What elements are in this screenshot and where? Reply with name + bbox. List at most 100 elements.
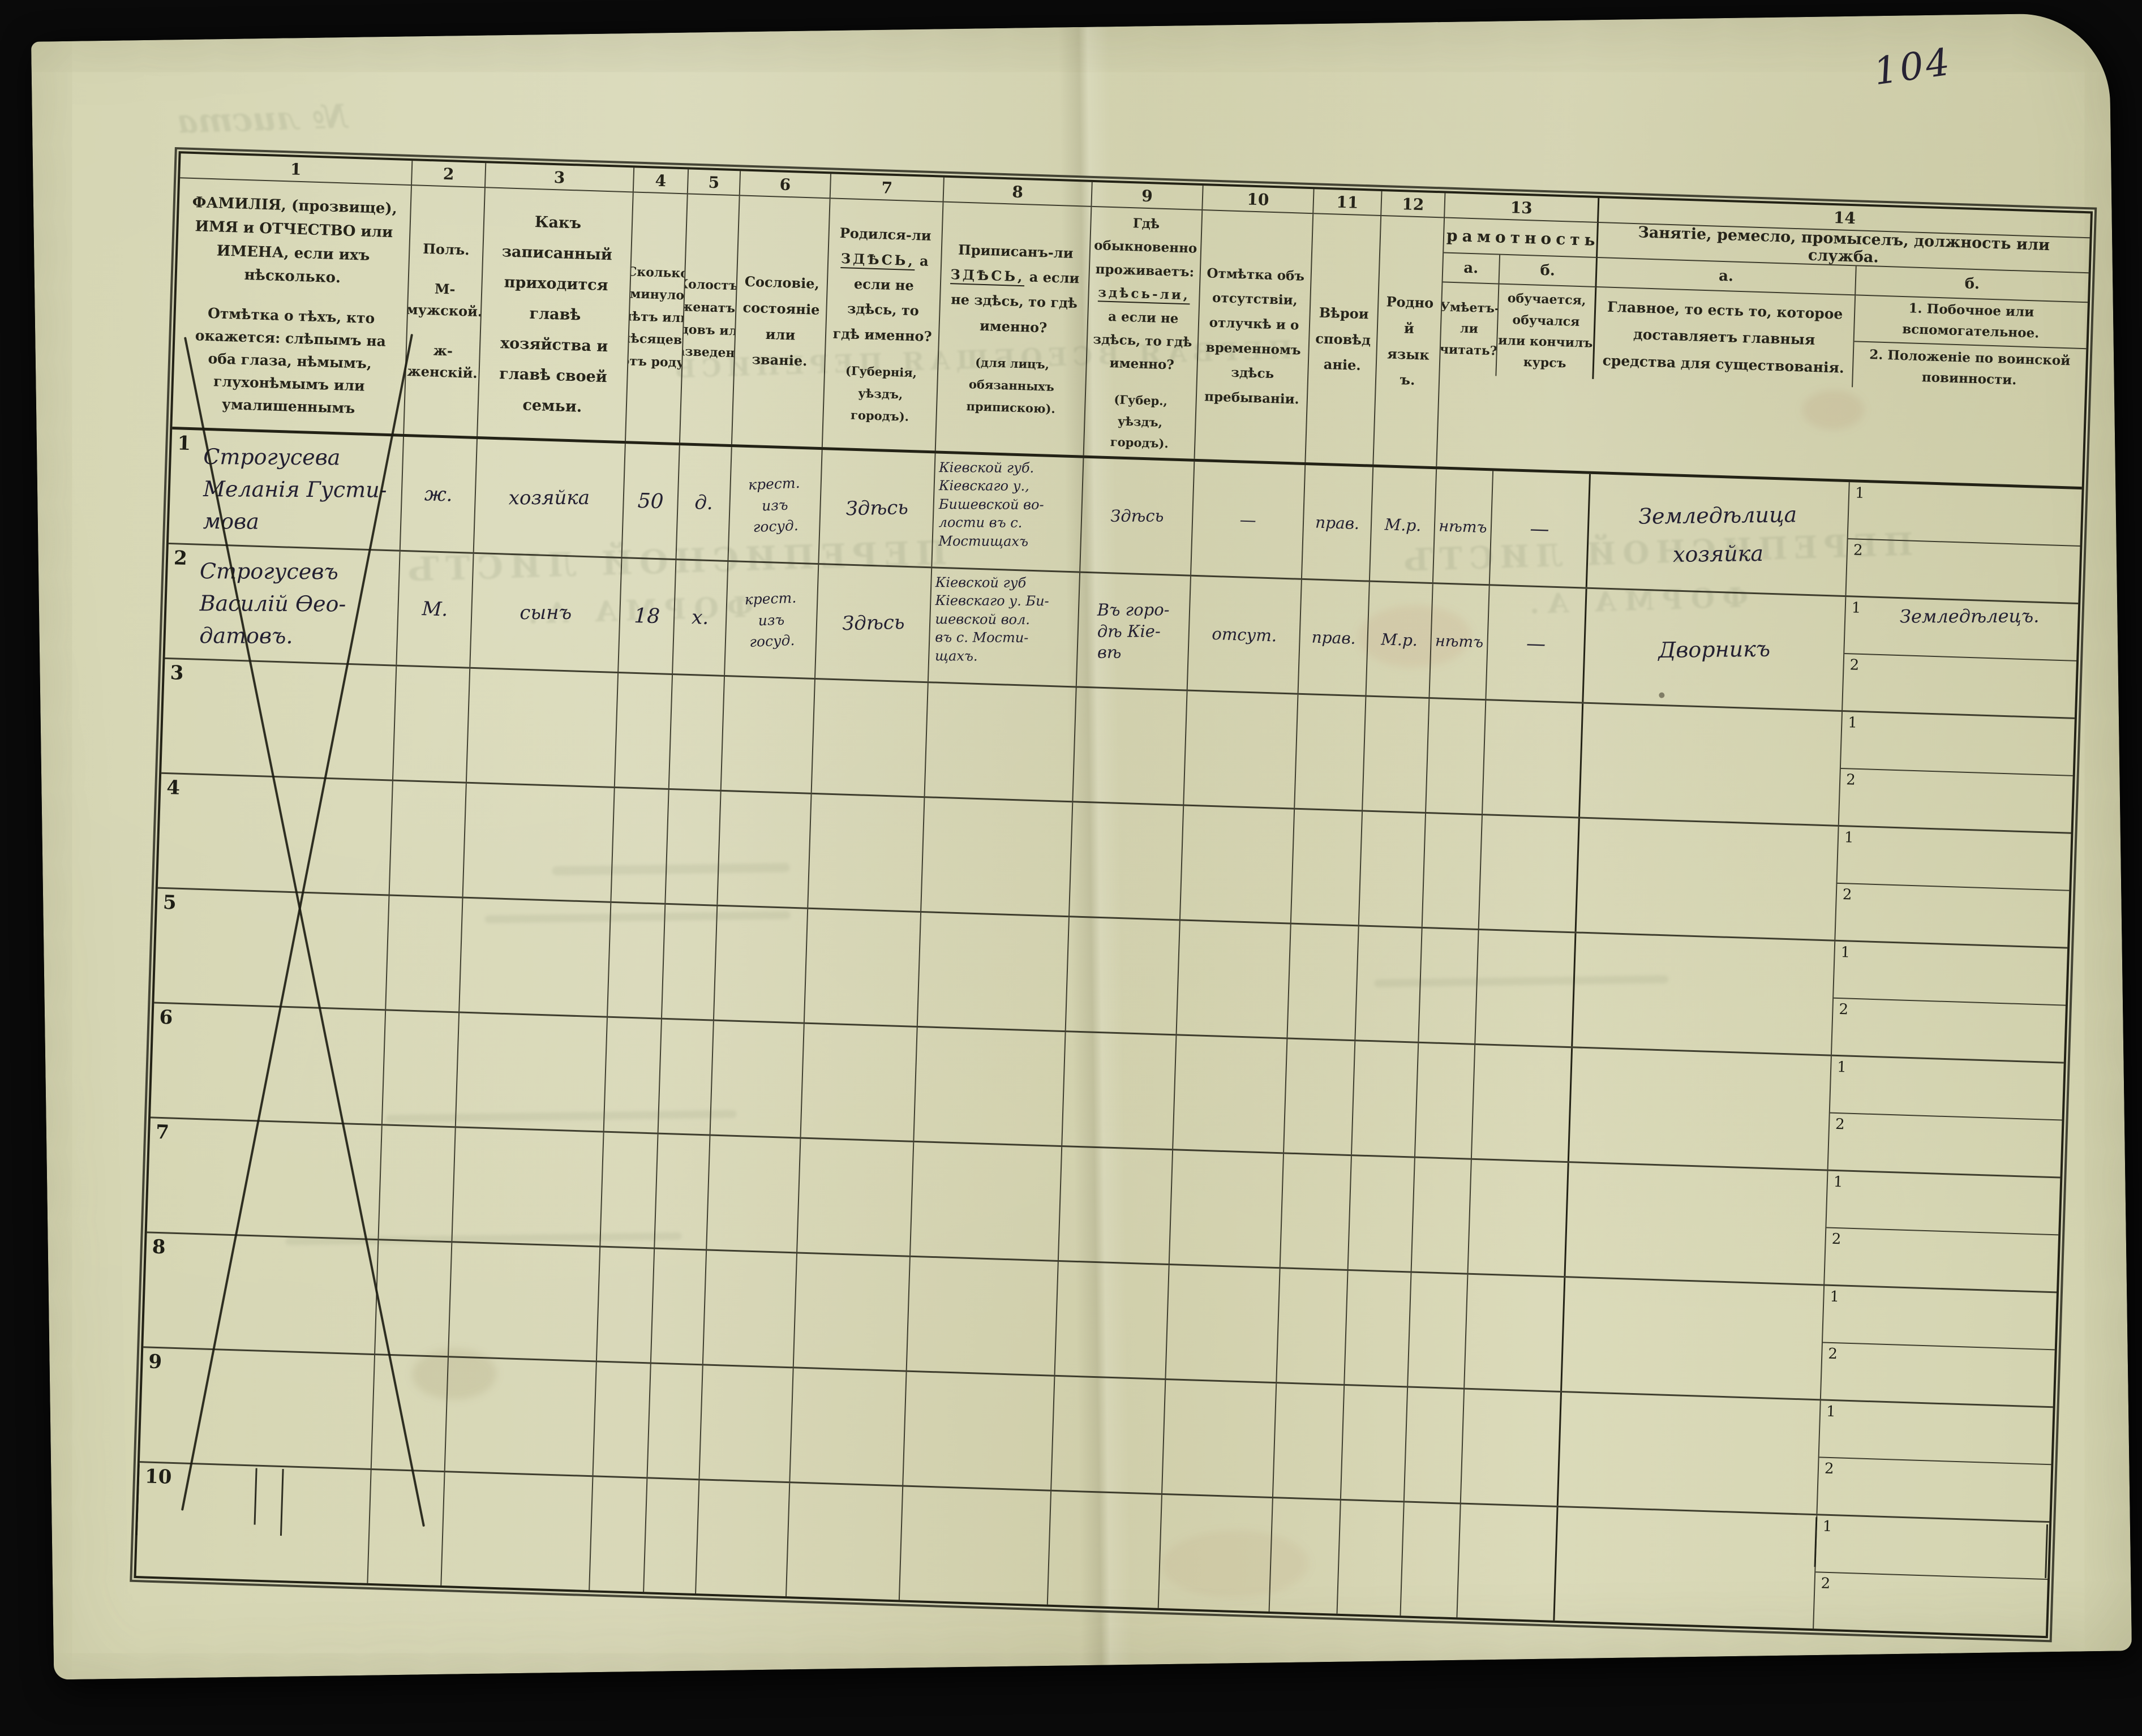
cell-occupation-main [1562,1278,1825,1399]
subcell-side-occupation: 1 [1822,1286,2057,1351]
entry-birthplace: Здѣсь [842,611,905,635]
header-text-emph: ЗДѢСЬ, [950,266,1025,285]
cell-literacy [1408,1273,1469,1388]
cell-name: 4 [157,774,393,895]
cell-estate [714,906,809,1022]
cell-name: 2 Строгусевъ Василій Ѳео- датовъ. [165,544,401,665]
cell-age [593,1362,651,1477]
cell-registration [914,1028,1066,1146]
col-number: 5 [688,169,741,196]
cell-language [1341,1386,1409,1501]
subcol-header-occupation-main: Главное, то есть то, которое доставляетъ… [1594,287,1856,388]
cell-relation [456,1013,608,1131]
cell-religion [1284,1039,1356,1155]
page-number: 104 [1871,40,1955,94]
col-header-language: Родной языкъ. [1373,216,1445,467]
subrow-label: 1 [1851,599,1861,617]
entry-occupation-side [1850,949,2067,950]
cell-registration [917,913,1070,1031]
cell-absence [1158,1495,1273,1612]
entry-birthplace: Здѣсь [845,496,909,521]
subcell-military-status: 2 [1828,1114,2062,1177]
cell-estate [703,1251,798,1367]
cell-estate: крест. изъ госуд. [728,447,823,564]
entry-registration: Кіевской губ Кіевскаго у. Би- шевской во… [934,574,1049,664]
entry-occupation-main: Дворникъ [1658,636,1771,663]
col-header-marital: Холостъ, женатъ, вдовъ или разведенъ. [680,194,740,445]
subcell-side-occupation: 1 [1837,827,2071,891]
cell-occupation-side: 1 2 [1846,482,2082,603]
cell-residence: Здѣсь [1080,458,1195,575]
cell-literacy [1404,1387,1465,1503]
cell-education: — [1489,471,1591,587]
cell-birthplace [804,909,922,1026]
cell-estate [718,791,812,908]
cell-sex [382,1011,460,1127]
col-number: 11 [1313,189,1383,216]
entry-occupation-side [1843,1179,2060,1180]
cell-registration: Кіевской губ. Кіевскаго у., Бишевской во… [932,453,1084,571]
col-header-sex: Полъ. М-мужской. ж-женскій. [404,186,486,437]
cell-age [611,788,669,903]
header-text: Родился-ли [839,225,932,244]
subrow-label: 2 [1853,542,1864,560]
cell-occupation-main [1569,1048,1832,1170]
cell-occupation-side: 1 Земледѣлецъ. 2 [1843,597,2079,717]
subcell-military-status: 2 [1832,999,2066,1062]
subrow-label: 1 [1822,1518,1832,1536]
cell-sex: М. [397,551,474,667]
cell-absence [1166,1265,1281,1382]
header-text: а если не здѣсь, то гдѣ именно? [1093,308,1192,373]
cell-religion: прав. [1298,580,1370,695]
paper-sheet: № листа ПЕРВАЯ ВСЕОБЩАЯ ПЕРЕПИСЬ ПЕРЕПИС… [31,12,2132,1680]
census-table: 1 2 3 4 5 6 7 8 9 10 11 12 13 14 ФАМИЛІЯ… [134,151,2093,1639]
cell-relation [463,783,615,901]
col-header-estate: Сословіе, состояніе или званіе. [732,196,831,448]
entry-name: Строгусева Меланія Густи- мова [203,444,387,534]
subcell-military-status: 2 [1843,654,2076,717]
cell-residence [1055,1262,1170,1379]
entry-military-status [1838,1351,2054,1352]
subrow-label: 1 [1830,1288,1840,1306]
entry-occupation-side [1847,1064,2063,1065]
cell-marital [669,675,725,790]
cell-language [1355,926,1423,1042]
cell-birthplace: Здѣсь [815,565,933,682]
cell-birthplace: Здѣсь [819,450,936,567]
subcol-header-education: гдѣ обучается, обучался или кончилъ курс… [1496,284,1597,379]
cell-absence [1184,691,1299,808]
cell-name: 1 Строгусева Меланія Густи- мова [168,429,405,550]
entry-residence: Въ горо- дѣ Кіе- вѣ [1097,599,1170,662]
subrow-label: 1 [1836,1059,1847,1076]
header-text-emph: здѣсь-ли, [1097,285,1191,303]
cell-education [1468,1159,1569,1277]
cell-birthplace [801,1024,918,1141]
cell-relation [460,898,612,1016]
subcol-header-occupation-side: 1. Побочное или вспомогательное. 2. Поло… [1853,295,2088,394]
cell-absence: — [1191,461,1306,579]
col-number: 10 [1203,186,1315,214]
cell-language [1359,811,1427,927]
cell-estate [721,677,815,793]
cell-language [1348,1156,1415,1271]
entry-education: — [1529,517,1550,541]
entry-literacy: нѣтъ [1438,517,1488,536]
cell-estate [696,1480,791,1597]
cell-occupation-side: 1 2 [1814,1515,2050,1636]
cell-name: 6 [151,1003,387,1124]
entry-literacy: нѣтъ [1435,631,1484,651]
cell-residence [1070,802,1184,919]
row-number: 7 [155,1120,170,1144]
subcol-header-can-read: Умѣетъ-ли читать? [1440,282,1500,376]
subcell-side-occupation: 1 [1826,1171,2061,1236]
subrow-label: 2 [1824,1460,1834,1478]
entry-education: — [1526,632,1546,656]
cell-relation [441,1472,594,1591]
cell-occupation-side: 1 2 [1817,1400,2053,1522]
bleedthrough-text: № листа [175,97,349,141]
subrow-label: 2 [1831,1230,1841,1248]
cell-religion [1269,1498,1341,1614]
col-number: 9 [1092,182,1204,211]
subrow-label: 2 [1839,1001,1849,1019]
cell-occupation-main: Земледѣлица хозяйка [1587,474,1850,596]
